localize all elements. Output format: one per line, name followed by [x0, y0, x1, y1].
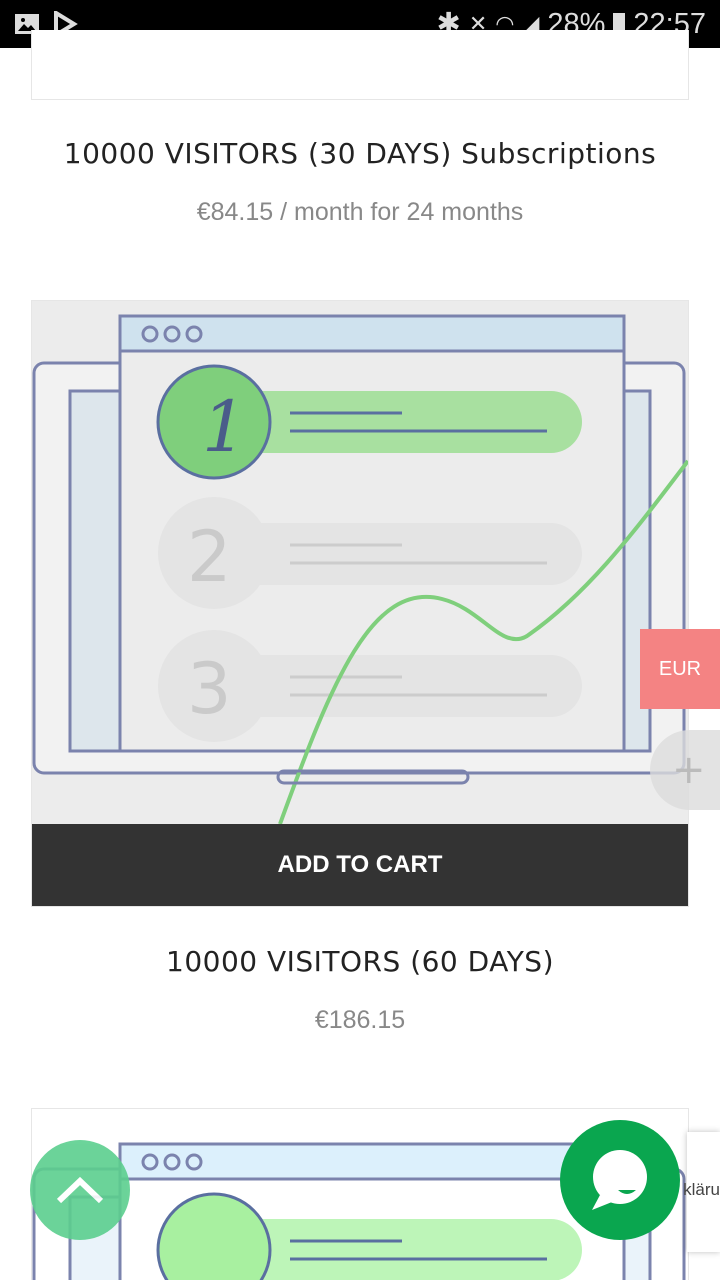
gallery-icon — [15, 14, 39, 34]
wifi-icon: ◠ — [495, 11, 515, 36]
product-image[interactable] — [32, 1109, 688, 1280]
play-store-icon — [54, 11, 78, 37]
product-image[interactable]: 1 2 3 — [32, 301, 688, 824]
add-to-cart-button[interactable]: ADD TO CART — [32, 824, 688, 906]
signal-icon: ◢ — [522, 11, 540, 36]
expand-plus-button[interactable]: + — [650, 730, 720, 810]
product-card[interactable]: 1 2 3 ADD TO CART — [31, 300, 689, 907]
scroll-to-top-button[interactable] — [30, 1140, 130, 1240]
side-panel[interactable]: kläru — [683, 1132, 720, 1252]
product-price: €186.15 — [314, 1006, 406, 1034]
chat-button[interactable] — [560, 1120, 680, 1240]
mute-icon: ✕ — [468, 11, 488, 36]
battery-icon — [613, 13, 626, 35]
svg-text:1: 1 — [202, 386, 247, 468]
svg-text:2: 2 — [187, 516, 232, 598]
chat-icon — [592, 1150, 647, 1210]
product-title[interactable]: 10000 VISITORS (30 DAYS) Subscriptions — [63, 137, 657, 170]
product-price: €84.15 / month for 24 months — [196, 198, 524, 226]
side-panel-text: kläru — [683, 1180, 720, 1199]
chevron-up-icon — [56, 1176, 104, 1204]
product-card-top[interactable] — [31, 30, 689, 100]
currency-switcher[interactable]: EUR — [640, 629, 720, 709]
svg-text:3: 3 — [187, 648, 232, 730]
product-title[interactable]: 10000 VISITORS (60 DAYS) — [166, 945, 554, 978]
plus-icon: + — [672, 747, 706, 793]
